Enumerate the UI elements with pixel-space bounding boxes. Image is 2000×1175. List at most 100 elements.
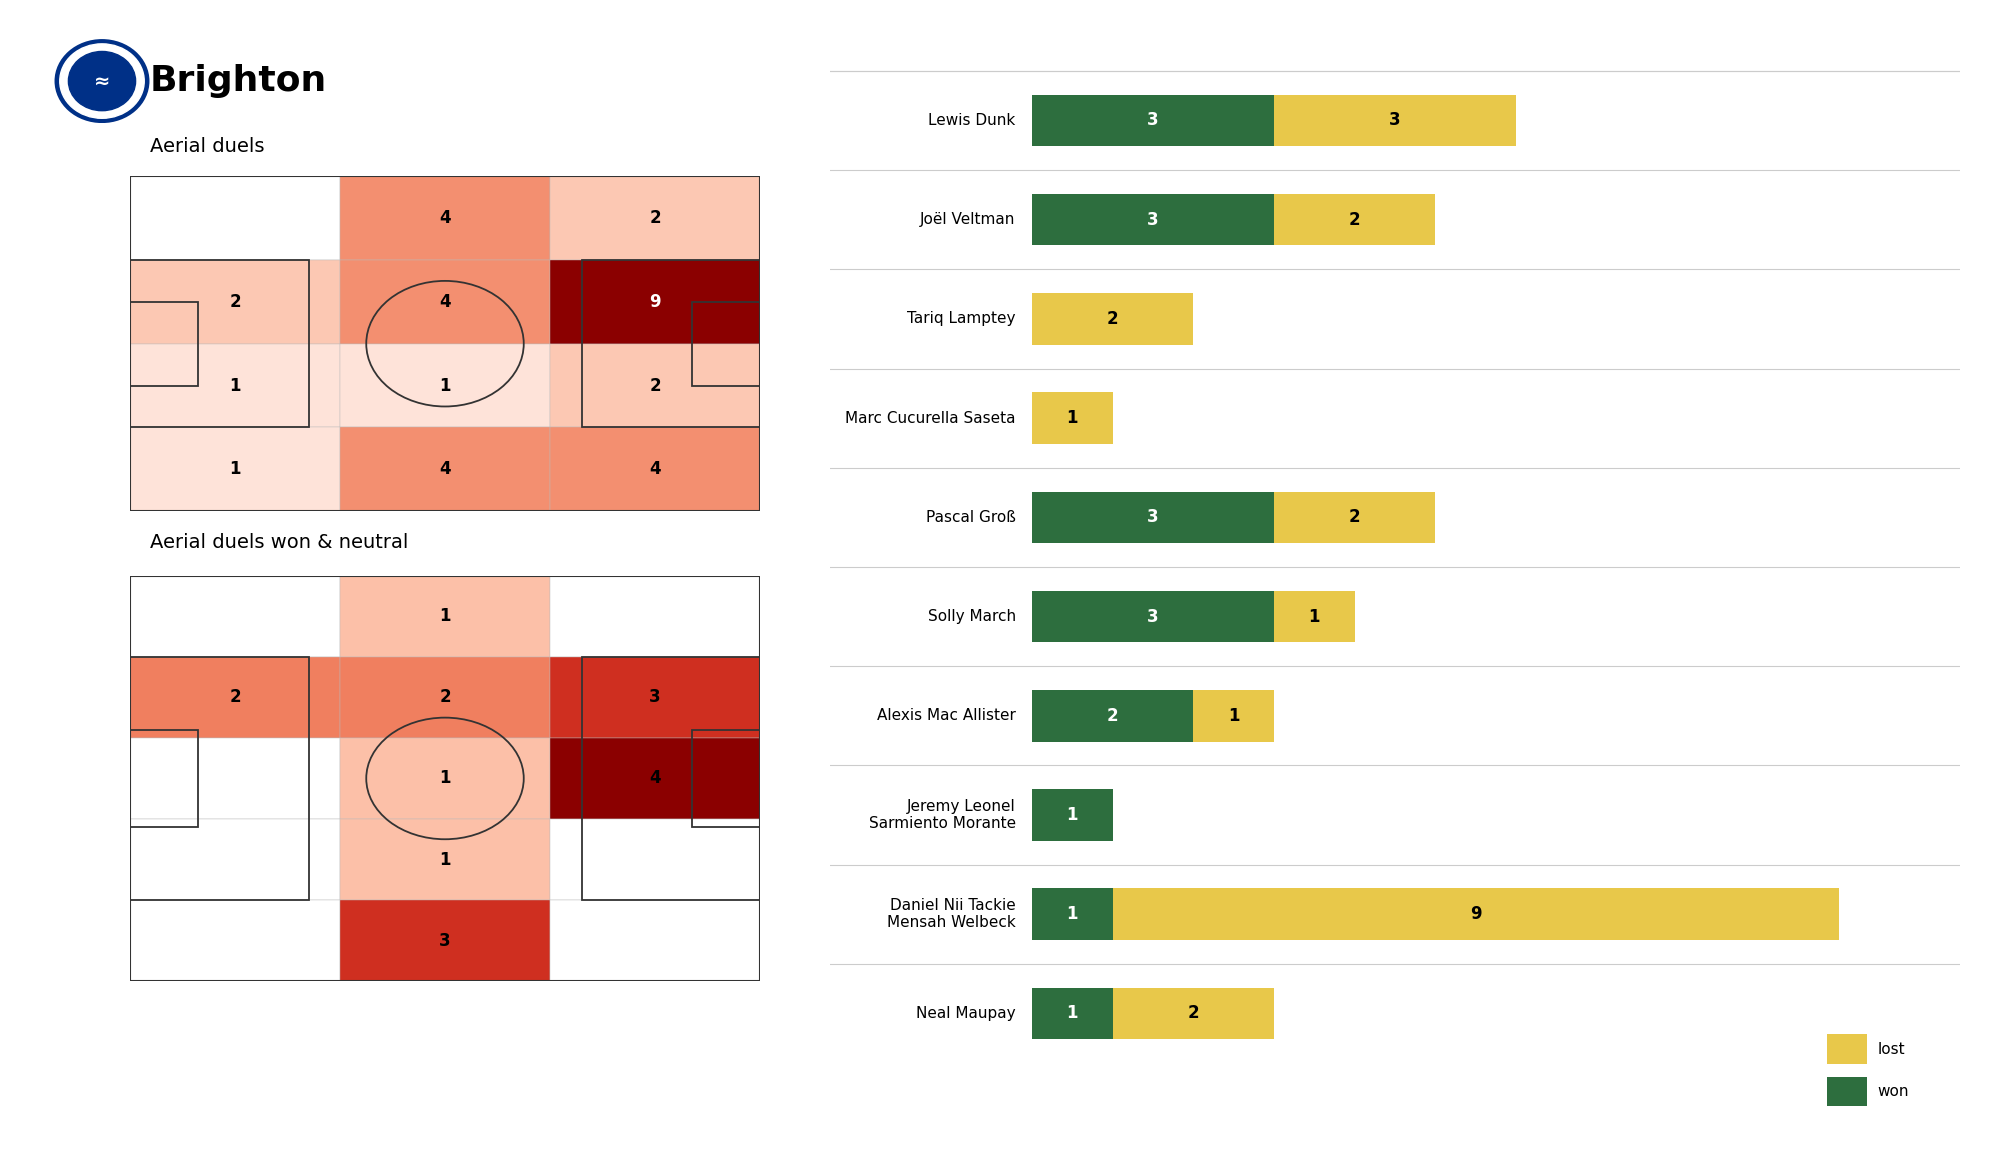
Text: 4: 4 — [440, 293, 450, 311]
Text: 2: 2 — [1106, 310, 1118, 328]
Bar — [130, 730, 198, 827]
Text: Marc Cucurella Saseta: Marc Cucurella Saseta — [846, 410, 1016, 425]
Bar — [550, 344, 760, 428]
Text: 4: 4 — [650, 770, 660, 787]
Bar — [340, 819, 550, 900]
Bar — [130, 738, 340, 819]
Text: 2: 2 — [230, 293, 240, 311]
Bar — [1032, 392, 1112, 444]
Text: Brighton: Brighton — [150, 65, 328, 98]
Bar — [340, 657, 550, 738]
Text: 4: 4 — [440, 209, 450, 227]
Text: 1: 1 — [440, 376, 450, 395]
Text: 1: 1 — [1308, 607, 1320, 625]
Text: Neal Maupay: Neal Maupay — [916, 1006, 1016, 1021]
Bar — [1112, 888, 1838, 940]
Text: 1: 1 — [1066, 806, 1078, 824]
Text: 2: 2 — [1348, 509, 1360, 526]
Bar — [130, 900, 340, 981]
Text: Joël Veltman: Joël Veltman — [920, 213, 1016, 227]
Bar — [130, 260, 340, 344]
Bar — [1032, 790, 1112, 841]
Text: ≈: ≈ — [94, 72, 110, 90]
Bar — [582, 657, 760, 900]
Bar — [550, 819, 760, 900]
Text: 1: 1 — [230, 461, 240, 478]
Bar — [1032, 591, 1274, 643]
Text: 1: 1 — [1066, 905, 1078, 924]
Text: 2: 2 — [1188, 1005, 1200, 1022]
Bar — [1274, 194, 1436, 246]
Text: 3: 3 — [1390, 112, 1400, 129]
Text: 2: 2 — [650, 376, 660, 395]
Bar — [130, 576, 340, 657]
Bar — [1274, 95, 1516, 147]
Text: 1: 1 — [440, 851, 450, 868]
Circle shape — [68, 52, 136, 110]
Text: Tariq Lamptey: Tariq Lamptey — [908, 311, 1016, 327]
Bar — [130, 657, 308, 900]
Bar — [1032, 95, 1274, 147]
Text: Aerial duels: Aerial duels — [150, 137, 264, 156]
Text: 3: 3 — [1148, 112, 1158, 129]
Text: 1: 1 — [1228, 706, 1240, 725]
Text: 4: 4 — [650, 461, 660, 478]
Text: 3: 3 — [650, 689, 660, 706]
Bar — [1032, 690, 1194, 741]
Text: Alexis Mac Allister: Alexis Mac Allister — [876, 709, 1016, 724]
Text: 1: 1 — [440, 770, 450, 787]
Text: 3: 3 — [1148, 509, 1158, 526]
Bar — [340, 576, 550, 657]
Bar — [130, 657, 340, 738]
Text: Solly March: Solly March — [928, 609, 1016, 624]
Bar — [130, 260, 308, 428]
Bar — [340, 738, 550, 819]
Text: Daniel Nii Tackie
Mensah Welbeck: Daniel Nii Tackie Mensah Welbeck — [886, 898, 1016, 931]
Text: 2: 2 — [1106, 706, 1118, 725]
Text: lost: lost — [1878, 1042, 1906, 1056]
Text: 2: 2 — [1348, 210, 1360, 229]
Text: Jeremy Leonel
Sarmiento Morante: Jeremy Leonel Sarmiento Morante — [868, 799, 1016, 831]
Bar — [1032, 987, 1112, 1039]
Text: 4: 4 — [440, 461, 450, 478]
Bar — [340, 176, 550, 260]
Text: 2: 2 — [650, 209, 660, 227]
Text: 9: 9 — [650, 293, 660, 311]
Bar — [130, 302, 198, 385]
Bar — [130, 819, 340, 900]
Text: Pascal Groß: Pascal Groß — [926, 510, 1016, 525]
Circle shape — [56, 40, 148, 122]
Text: 9: 9 — [1470, 905, 1482, 924]
Text: 1: 1 — [440, 607, 450, 625]
Bar — [692, 302, 760, 385]
Bar — [1274, 591, 1354, 643]
Bar — [692, 730, 760, 827]
Text: 1: 1 — [1066, 409, 1078, 428]
Text: Aerial duels won & neutral: Aerial duels won & neutral — [150, 533, 408, 552]
Bar — [1032, 491, 1274, 543]
Text: 2: 2 — [230, 689, 240, 706]
Bar — [550, 428, 760, 511]
Text: 1: 1 — [1066, 1005, 1078, 1022]
Bar — [1194, 690, 1274, 741]
Bar — [130, 344, 340, 428]
Text: 3: 3 — [1148, 607, 1158, 625]
Bar — [340, 900, 550, 981]
Bar — [550, 260, 760, 344]
Bar — [1032, 888, 1112, 940]
Bar — [340, 344, 550, 428]
Bar — [1032, 293, 1194, 344]
Bar — [550, 900, 760, 981]
Bar — [550, 176, 760, 260]
Text: Lewis Dunk: Lewis Dunk — [928, 113, 1016, 128]
Circle shape — [60, 43, 144, 119]
Text: 2: 2 — [440, 689, 450, 706]
Bar — [1828, 1034, 1866, 1065]
Bar — [1828, 1076, 1866, 1107]
Bar — [340, 428, 550, 511]
Bar — [130, 428, 340, 511]
Bar — [130, 176, 340, 260]
Bar — [582, 260, 760, 428]
Bar — [550, 576, 760, 657]
Text: 3: 3 — [440, 932, 450, 949]
